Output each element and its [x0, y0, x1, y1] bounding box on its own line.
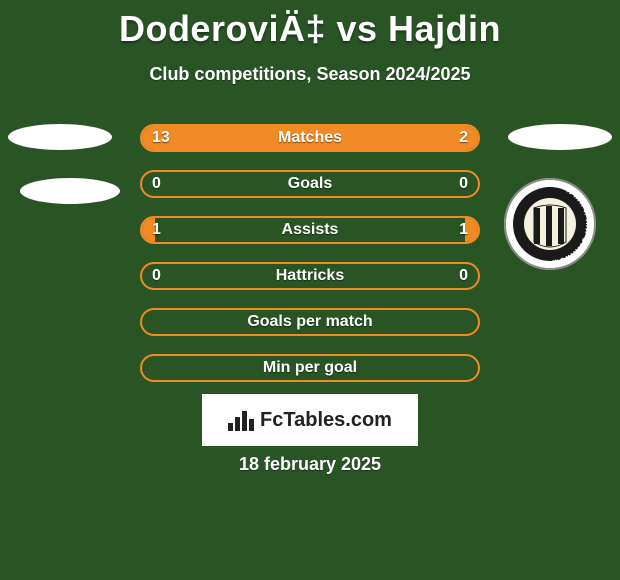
stat-value-right: 2 [459, 126, 468, 150]
stat-fill-left [142, 126, 404, 150]
stat-value-left: 13 [152, 126, 170, 150]
stat-row: 132Matches [140, 124, 480, 152]
stat-value-right: 1 [459, 218, 468, 242]
club-crest: ЧУКАРИЧКИ СТАНКОМ [504, 178, 596, 270]
player-left-marker-2 [20, 178, 120, 204]
stat-label: Goals per match [142, 310, 478, 334]
page-title: DoderoviÄ‡ vs Hajdin [0, 0, 620, 50]
stat-row: 1 1Assists [140, 216, 480, 244]
branding-badge: FcTables.com [202, 394, 418, 446]
comparison-bars: 132Matches00Goals11Assists00HattricksGoa… [140, 124, 480, 400]
stat-value-right: 0 [459, 172, 468, 196]
page-subtitle: Club competitions, Season 2024/2025 [0, 64, 620, 85]
player-right-marker-1 [508, 124, 612, 150]
date-text: 18 february 2025 [0, 454, 620, 475]
branding-label: FcTables.com [260, 409, 392, 432]
stat-value-left: 0 [152, 172, 161, 196]
stat-label: Assists [142, 218, 478, 242]
stat-row: Goals per match [140, 308, 480, 336]
stat-value-left: 0 [152, 264, 161, 288]
player-left-marker-1 [8, 124, 112, 150]
stat-row: 0 0Hattricks [140, 262, 480, 290]
stat-row: Min per goal [140, 354, 480, 382]
bar-chart-icon [228, 409, 254, 431]
stat-row: 0 0Goals [140, 170, 480, 198]
stat-label: Hattricks [142, 264, 478, 288]
stat-value-left: 1 [152, 218, 161, 242]
stat-label: Goals [142, 172, 478, 196]
stat-value-right: 0 [459, 264, 468, 288]
stat-label: Min per goal [142, 356, 478, 380]
